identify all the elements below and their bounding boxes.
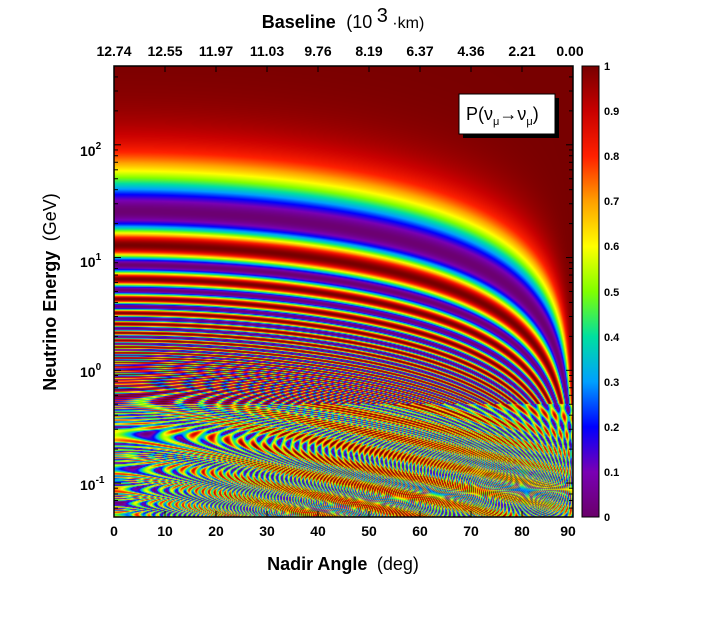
x-tick-label: 40 xyxy=(310,523,326,539)
top-axis-label: Baseline xyxy=(262,12,336,32)
x-tick-label: 50 xyxy=(361,523,377,539)
axis-tick-marks xyxy=(113,65,574,518)
x-tick-label: 90 xyxy=(560,523,576,539)
top-axis-ticks: 12.74 12.55 11.97 11.03 9.76 8.19 6.37 4… xyxy=(96,43,583,59)
colorbar-ticks: 0 0.1 0.2 0.3 0.4 0.5 0.6 0.7 0.8 0.9 1 xyxy=(604,61,620,524)
top-tick-label: 4.36 xyxy=(457,43,484,59)
x-tick-label: 70 xyxy=(463,523,479,539)
bottom-axis-ticks: 0 10 20 30 40 50 60 70 80 90 xyxy=(110,523,576,539)
y-tick-label: 10-1 xyxy=(80,475,105,493)
x-tick-label: 20 xyxy=(208,523,224,539)
x-tick-label: 60 xyxy=(412,523,428,539)
legend-box: P(νμ→νμ) xyxy=(458,93,559,138)
top-tick-label: 0.00 xyxy=(556,43,583,59)
top-tick-label: 2.21 xyxy=(508,43,535,59)
top-tick-label: 11.03 xyxy=(250,43,284,59)
y-tick-label: 101 xyxy=(80,252,102,270)
colorbar-tick-label: 0.2 xyxy=(604,422,619,434)
top-tick-label: 9.76 xyxy=(304,43,331,59)
x-tick-label: 10 xyxy=(157,523,173,539)
y-tick-label: 100 xyxy=(80,362,102,380)
y-axis-unit: (GeV) xyxy=(40,193,60,241)
colorbar-tick-label: 0 xyxy=(604,512,610,524)
top-tick-label: 12.74 xyxy=(96,43,131,59)
colorbar-tick-label: 0.1 xyxy=(604,467,619,479)
top-axis-title: Baseline (10 3 ·km) xyxy=(262,5,425,32)
x-tick-label: 30 xyxy=(259,523,275,539)
colorbar-tick-label: 0.3 xyxy=(604,377,619,389)
legend-label: P(νμ→νμ) xyxy=(466,104,539,128)
x-axis-unit: (deg) xyxy=(377,554,419,574)
y-axis-ticks: 10-1 100 101 102 xyxy=(80,141,105,493)
x-axis-title: Nadir Angle (deg) xyxy=(267,554,419,574)
heatmap-area xyxy=(114,66,573,517)
x-tick-label: 80 xyxy=(514,523,530,539)
top-axis-unit-prefix: (10 xyxy=(346,12,372,32)
colorbar-tick-label: 0.9 xyxy=(604,106,619,118)
y-axis-label: Neutrino Energy xyxy=(40,251,60,391)
top-tick-label: 6.37 xyxy=(406,43,433,59)
colorbar-tick-label: 1 xyxy=(604,61,610,73)
top-axis-unit-suffix: ·km) xyxy=(392,15,424,32)
top-tick-label: 11.97 xyxy=(199,43,233,59)
x-tick-label: 0 xyxy=(110,523,118,539)
colorbar-tick-label: 0.7 xyxy=(604,196,619,208)
colorbar-tick-label: 0.4 xyxy=(604,332,620,344)
colorbar-tick-label: 0.5 xyxy=(604,287,619,299)
y-tick-label: 102 xyxy=(80,141,102,159)
top-tick-label: 12.55 xyxy=(147,43,182,59)
top-tick-label: 8.19 xyxy=(355,43,382,59)
heatmap-canvas xyxy=(114,66,573,517)
y-axis-title: Neutrino Energy (GeV) xyxy=(40,193,60,391)
colorbar xyxy=(581,65,600,518)
x-axis-label: Nadir Angle xyxy=(267,554,367,574)
colorbar-tick-label: 0.6 xyxy=(604,241,619,253)
colorbar-tick-label: 0.8 xyxy=(604,151,619,163)
top-axis-unit-exponent: 3 xyxy=(377,5,388,27)
